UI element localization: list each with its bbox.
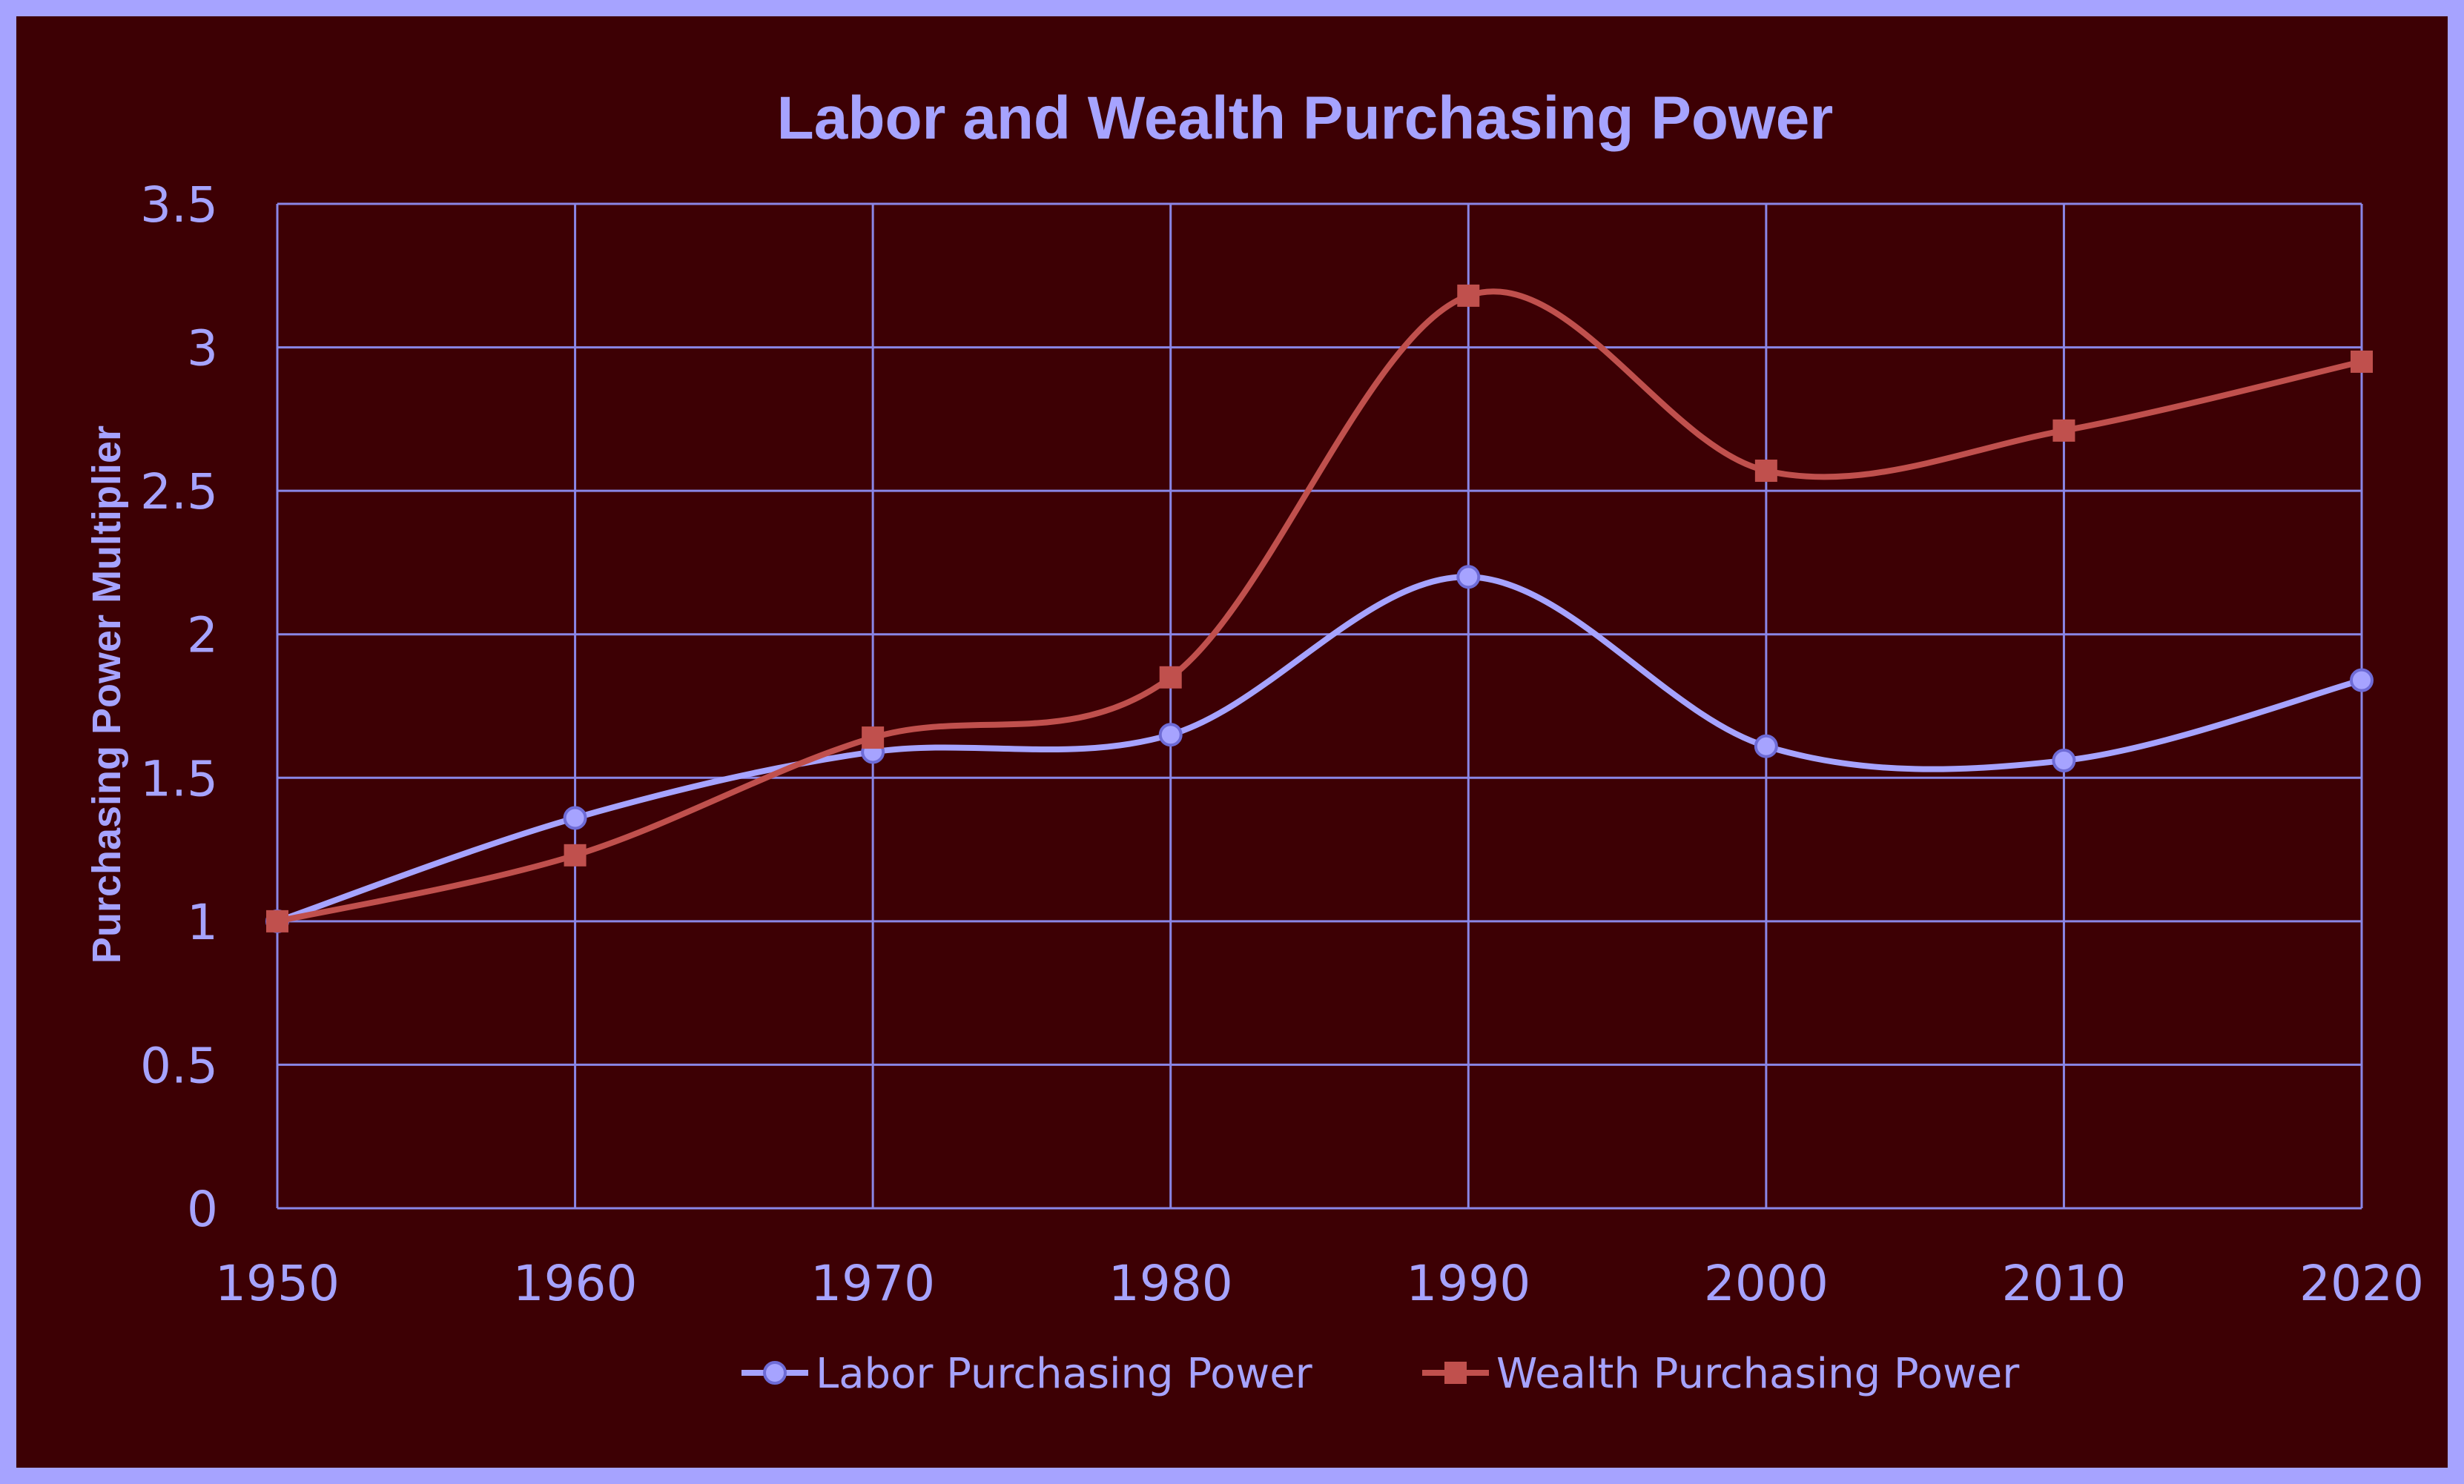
series-line	[274, 288, 2365, 924]
x-tick-label: 2020	[2299, 1255, 2424, 1312]
y-tick-label: 1	[187, 894, 218, 951]
series-2	[266, 284, 2373, 933]
legend-swatch-marker	[763, 1361, 787, 1385]
y-tick-label: 2	[187, 607, 218, 664]
data-point	[862, 726, 885, 749]
x-tick-label: 2010	[2001, 1255, 2126, 1312]
data-point	[1159, 666, 1182, 689]
y-axis-ticks: 0 0.5 1 1.5 2 2.5 3 3.5	[140, 176, 218, 1238]
x-tick-label: 1950	[215, 1255, 340, 1312]
x-tick-label: 1960	[513, 1255, 638, 1312]
chart-title: Labor and Wealth Purchasing Power	[777, 85, 1834, 152]
series-1	[265, 565, 2374, 933]
data-point	[1754, 460, 1777, 483]
legend-item: Labor Purchasing Power	[741, 1350, 1313, 1398]
data-point	[564, 844, 587, 867]
y-tick-label: 0	[187, 1181, 218, 1238]
data-point	[2052, 749, 2076, 773]
data-point	[266, 910, 288, 933]
data-point	[2052, 419, 2075, 442]
y-tick-label: 2.5	[140, 463, 218, 520]
series-lines	[265, 284, 2374, 933]
legend-item: Wealth Purchasing Power	[1422, 1350, 2020, 1398]
series-line	[274, 574, 2365, 924]
x-tick-label: 1990	[1406, 1255, 1530, 1312]
legend: Labor Purchasing Power Wealth Purchasing …	[741, 1350, 2020, 1398]
x-tick-label: 2000	[1704, 1255, 1829, 1312]
y-tick-label: 3	[187, 320, 218, 377]
data-point	[1158, 723, 1183, 747]
legend-label: Labor Purchasing Power	[816, 1350, 1313, 1398]
y-tick-label: 1.5	[140, 750, 218, 807]
data-point	[563, 806, 587, 830]
data-point	[1456, 565, 1481, 589]
legend-swatch-marker	[1444, 1362, 1467, 1384]
x-tick-label: 1970	[810, 1255, 935, 1312]
data-point	[2351, 350, 2373, 373]
chart-area	[16, 16, 2448, 1468]
data-point	[1754, 734, 1778, 758]
grid-lines	[276, 202, 2363, 1210]
x-axis-ticks: 1950 1960 1970 1980 1990 2000 2010 2020	[215, 1255, 2424, 1312]
y-axis-title: Purchasing Power Multiplier	[85, 425, 129, 964]
x-tick-label: 1980	[1109, 1255, 1233, 1312]
data-point	[1457, 284, 1480, 307]
y-tick-label: 0.5	[140, 1037, 218, 1094]
y-tick-label: 3.5	[140, 176, 218, 233]
data-point	[2350, 668, 2374, 692]
legend-label: Wealth Purchasing Power	[1496, 1350, 2020, 1398]
